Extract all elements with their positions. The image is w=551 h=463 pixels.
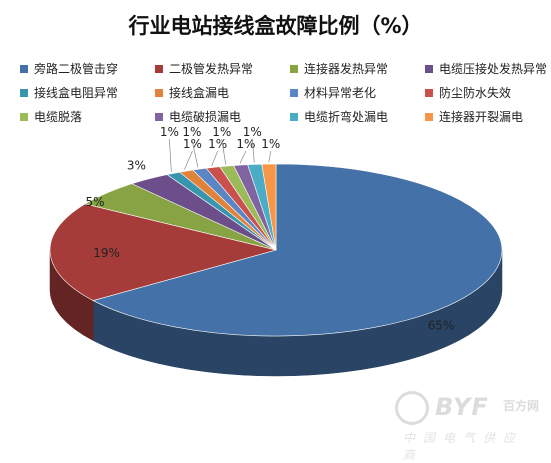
pie-data-label: 1% [182,125,201,139]
watermark-brand: BYF [435,393,489,421]
legend-label: 连接器发热异常 [304,62,389,76]
pie-data-label: 1% [208,137,227,151]
legend-label: 电缆压接处发热异常 [439,62,548,76]
watermark-subtitle: 中国电气供应商 [403,431,524,462]
legend-label: 连接器开裂漏电 [439,110,524,124]
leader-line [211,150,219,166]
pie-data-label: 1% [236,137,255,151]
legend-label: 防尘防水失效 [439,86,512,100]
pie-data-label: 5% [86,195,105,209]
legend-item: 接线盒漏电 [155,84,290,101]
legend-item: 防尘防水失效 [425,84,550,101]
legend-swatch [155,88,163,97]
pie-data-label: 1% [160,125,179,139]
legend-swatch [155,64,163,73]
legend-item: 电缆破损漏电 [155,108,290,125]
legend-swatch [425,88,433,97]
legend-item: 旁路二极管击穿 [20,60,155,77]
legend-swatch [290,88,298,97]
legend-swatch [155,112,163,121]
leader-line [251,138,255,163]
pie-data-label: 3% [127,158,146,172]
legend-item: 接线盒电阻异常 [20,84,155,101]
pie-data-label: 1% [243,125,262,139]
legend-swatch [290,64,298,73]
legend-item: 电缆脱落 [20,108,155,125]
legend-swatch [20,112,28,121]
leader-line [191,138,199,168]
pie-data-label: 19% [93,246,120,260]
pie-slice [261,163,277,251]
legend-label: 电缆折弯处漏电 [304,110,389,124]
leader-line [268,150,272,163]
pie-data-label: 65% [428,318,455,332]
leader-line [168,138,172,172]
watermark-logo-icon [395,391,429,425]
pie-data-label: 1% [212,125,231,139]
legend-label: 接线盒漏电 [169,86,230,100]
legend-label: 材料异常老化 [304,86,377,100]
pie-data-label: 1% [183,137,202,151]
legend-item: 电缆折弯处漏电 [290,108,425,125]
leader-line [239,150,247,164]
legend-label: 电缆破损漏电 [169,110,242,124]
chart-title: 行业电站接线盒故障比例（%） [128,14,423,38]
legend-label: 接线盒电阻异常 [34,86,119,100]
leader-line [184,150,193,170]
leader-line [221,138,227,165]
legend-swatch [20,64,28,73]
pie-tops [49,163,503,337]
legend-swatch [20,88,28,97]
legend-label: 二极管发热异常 [169,62,254,76]
legend-item: 连接器发热异常 [290,60,425,77]
legend-swatch [290,112,298,121]
legend-label: 电缆脱落 [34,110,83,124]
watermark: BYF 百方网 中国电气供应商 [391,391,541,462]
watermark-brand-cn: 百方网 [503,399,540,413]
legend: 旁路二极管击穿 二极管发热异常 连接器发热异常 电缆压接处发热异常 接线盒电阻异… [20,60,550,125]
pie-slice [49,203,278,301]
legend-label: 旁路二极管击穿 [34,62,119,76]
legend-swatch [425,112,433,121]
legend-item: 连接器开裂漏电 [425,108,550,125]
pie-labels: 65%19%5%3%1%1%1%1%1%1%1%1% [86,125,455,332]
pie-data-label: 1% [261,137,280,151]
legend-item: 材料异常老化 [290,84,425,101]
legend-item: 二极管发热异常 [155,60,290,77]
pie-slice [92,163,503,337]
legend-swatch [425,64,433,73]
legend-item: 电缆压接处发热异常 [425,60,550,77]
